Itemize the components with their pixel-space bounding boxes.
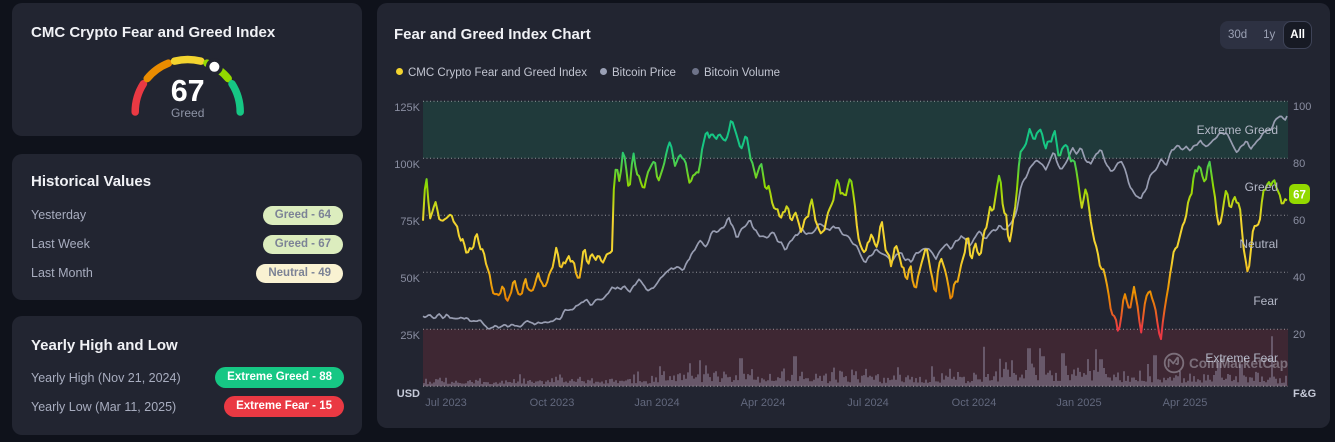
svg-text:Greed: Greed (171, 106, 204, 120)
svg-text:67: 67 (171, 74, 205, 108)
